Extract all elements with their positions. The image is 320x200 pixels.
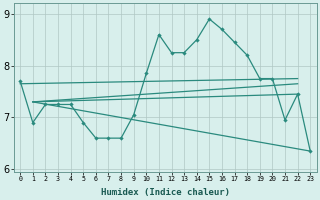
X-axis label: Humidex (Indice chaleur): Humidex (Indice chaleur) — [101, 188, 230, 197]
